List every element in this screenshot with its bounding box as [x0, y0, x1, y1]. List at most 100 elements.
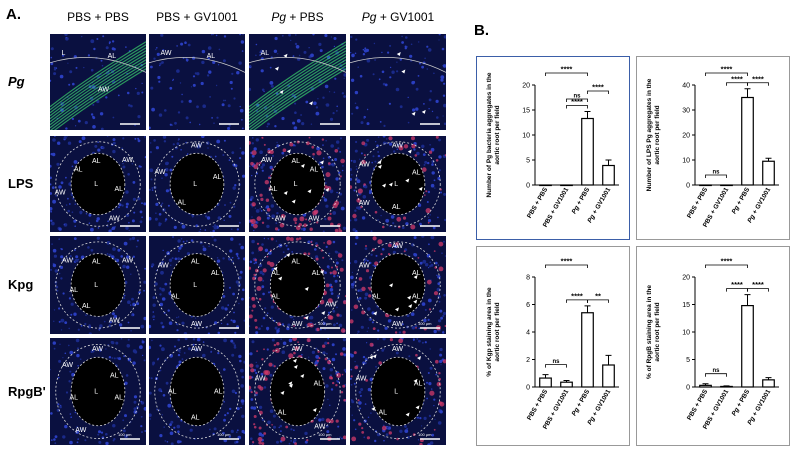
- nucleus-dot: [353, 281, 356, 284]
- tissue-label: AL: [115, 186, 124, 193]
- y-tick-label: 20: [682, 275, 690, 282]
- bar: [602, 364, 615, 388]
- nucleus-dot: [354, 209, 357, 212]
- stain-dot: [351, 436, 357, 442]
- micrograph-r0-c1: AW AL: [149, 34, 245, 130]
- nucleus-dot: [126, 344, 131, 348]
- stain-dot: [266, 261, 271, 265]
- nucleus-dot: [293, 438, 297, 442]
- y-tick-label: 0: [526, 183, 530, 190]
- stain-dot: [365, 269, 370, 273]
- nucleus-dot: [236, 71, 240, 75]
- nucleus-dot: [327, 338, 330, 340]
- nucleus-dot: [421, 341, 424, 344]
- nucleus-dot: [138, 165, 141, 168]
- arrowhead-marker: [405, 412, 410, 417]
- nucleus-dot: [77, 328, 80, 331]
- nucleus-dot: [329, 368, 333, 372]
- nucleus-dot: [241, 429, 245, 434]
- fiber-stroke: [249, 56, 346, 123]
- nucleus-dot: [372, 264, 374, 266]
- fiber-stroke: [249, 59, 346, 126]
- nucleus-dot: [360, 152, 363, 155]
- nucleus-dot: [324, 341, 328, 345]
- bar: [560, 381, 573, 388]
- nucleus-dot: [176, 129, 178, 130]
- nucleus-dot: [288, 442, 291, 445]
- nucleus-dot: [67, 141, 72, 145]
- stain-dot: [325, 418, 331, 423]
- nucleus-dot: [429, 366, 433, 370]
- nucleus-dot: [100, 431, 104, 434]
- nucleus-dot: [328, 252, 331, 255]
- nucleus-dot: [281, 116, 285, 121]
- nucleus-dot: [399, 105, 403, 109]
- arrowhead-marker: [396, 51, 401, 56]
- nucleus-dot: [68, 297, 71, 300]
- stain-dot: [361, 286, 366, 292]
- nucleus-dot: [228, 435, 231, 438]
- stain-dot: [289, 142, 294, 147]
- nucleus-dot: [321, 417, 325, 422]
- nucleus-dot: [177, 239, 181, 243]
- tissue-label: AL: [292, 158, 301, 165]
- nucleus-dot: [105, 441, 109, 445]
- nucleus-dot: [251, 205, 253, 208]
- micrograph-r2-c3: AW AL AL AW AL AW 100 μm: [350, 236, 446, 334]
- nucleus-dot: [229, 80, 233, 85]
- nucleus-dot: [262, 279, 265, 282]
- significance-bracket: [705, 264, 748, 268]
- nucleus-dot: [251, 174, 253, 177]
- nucleus-dot: [276, 212, 279, 215]
- category-label-italic: Pg: [571, 406, 581, 417]
- error-bar: [744, 88, 751, 98]
- nucleus-dot: [77, 258, 80, 261]
- stain-dot: [358, 422, 362, 426]
- nucleus-dot: [58, 227, 62, 231]
- arrowhead-marker: [307, 189, 312, 194]
- error-bar: [744, 294, 751, 306]
- nucleus-dot: [386, 138, 388, 140]
- nucleus-dot: [51, 186, 55, 189]
- wall-outline: [254, 141, 341, 227]
- stain-dot: [255, 326, 258, 329]
- nucleus-dot: [426, 68, 429, 70]
- nucleus-dot: [202, 341, 205, 343]
- tissue-label: AW: [392, 321, 403, 328]
- nucleus-dot: [186, 252, 190, 256]
- nucleus-dot: [153, 139, 156, 142]
- arrowhead-marker: [293, 364, 298, 369]
- nucleus-dot: [87, 325, 92, 329]
- nucleus-dot: [67, 256, 69, 259]
- error-bar: [542, 374, 549, 379]
- stain-dot: [312, 152, 315, 156]
- nucleus-dot: [207, 147, 209, 149]
- nucleus-dot: [267, 420, 271, 425]
- nucleus-dot: [52, 199, 56, 204]
- stain-dot: [317, 350, 320, 353]
- nucleus-dot: [152, 311, 155, 313]
- nucleus-dot: [412, 108, 416, 112]
- nucleus-dot: [359, 407, 362, 410]
- nucleus-dot: [68, 83, 71, 86]
- stain-dot: [264, 377, 268, 381]
- nucleus-dot: [158, 213, 162, 216]
- significance-bracket: [705, 72, 748, 76]
- micrograph-r2-c2: AL AL AW AW AL AL 100 μm: [249, 236, 346, 334]
- nucleus-dot: [50, 153, 53, 156]
- nucleus-dot: [370, 230, 373, 232]
- nucleus-dot: [240, 245, 244, 250]
- stain-dot: [327, 162, 331, 165]
- stain-dot: [252, 276, 256, 281]
- nucleus-dot: [352, 159, 357, 164]
- nucleus-dot: [442, 240, 445, 243]
- arrowhead-marker: [288, 383, 293, 388]
- nucleus-dot: [108, 42, 111, 45]
- nucleus-dot: [424, 308, 427, 311]
- category-label: PBS + PBS: [526, 388, 549, 422]
- stain-dot: [361, 141, 366, 146]
- nucleus-dot: [122, 137, 125, 140]
- nucleus-dot: [73, 312, 77, 316]
